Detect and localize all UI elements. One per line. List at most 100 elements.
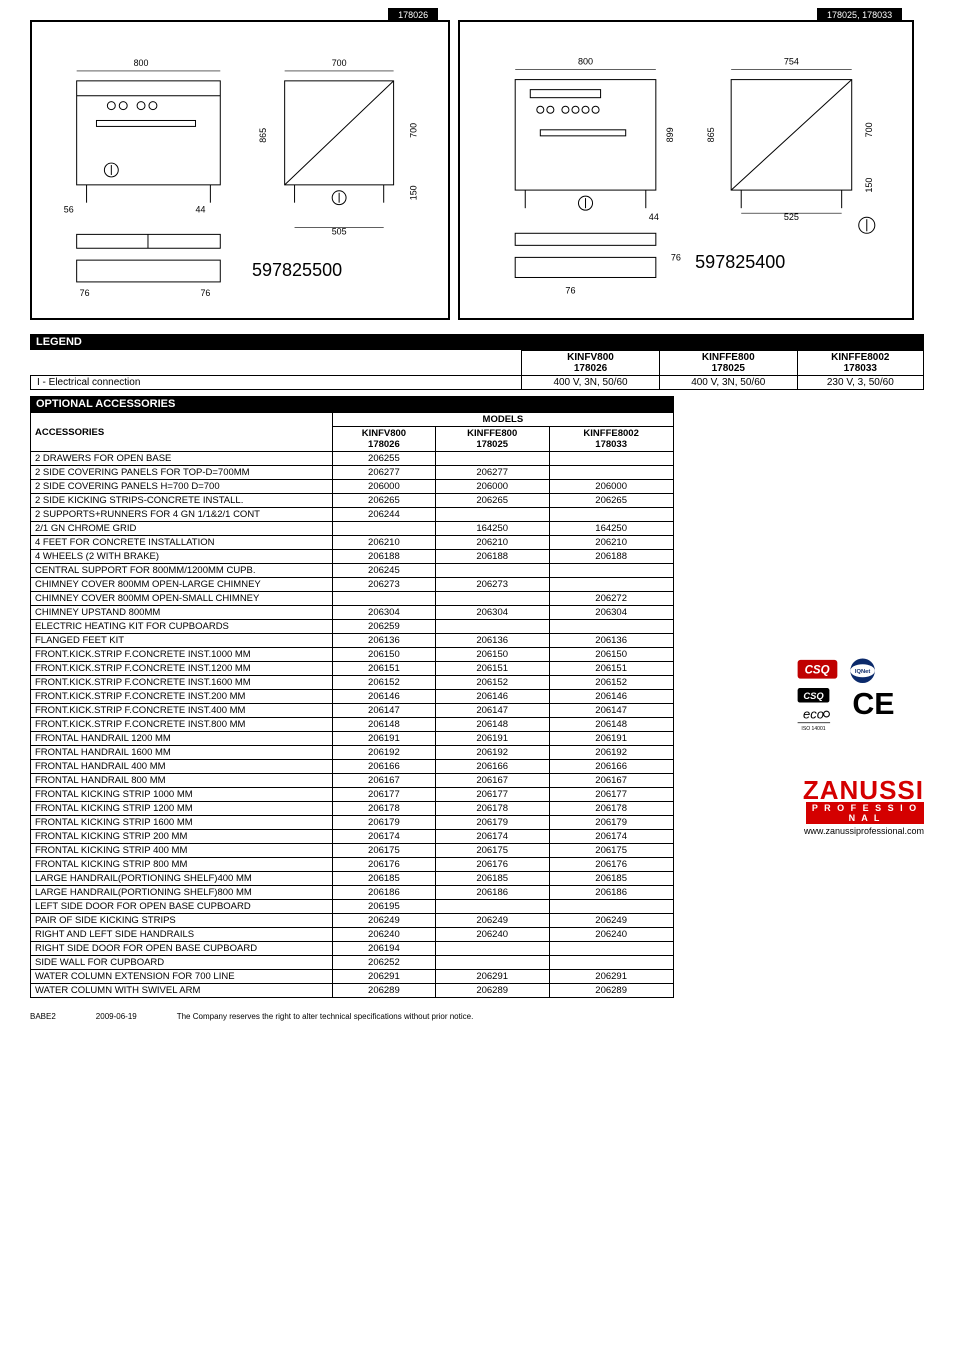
acc-value-cell: 206147 bbox=[435, 704, 549, 718]
acc-value-cell bbox=[435, 592, 549, 606]
svg-text:700: 700 bbox=[332, 58, 347, 68]
acc-value-cell: 206265 bbox=[435, 494, 549, 508]
acc-value-cell bbox=[435, 564, 549, 578]
acc-name-cell: FLANGED FEET KIT bbox=[31, 634, 333, 648]
acc-value-cell: 206210 bbox=[435, 536, 549, 550]
table-row: FRONT.KICK.STRIP F.CONCRETE INST.200 MM2… bbox=[31, 690, 674, 704]
acc-value-cell: 206151 bbox=[435, 662, 549, 676]
acc-value-cell: 206150 bbox=[549, 648, 673, 662]
acc-value-cell: 206252 bbox=[333, 956, 436, 970]
drawing-panel-right: 178025, 178033 800 899 44 bbox=[458, 20, 914, 320]
svg-text:CE: CE bbox=[852, 688, 894, 721]
table-row: CENTRAL SUPPORT FOR 800MM/1200MM CUPB.20… bbox=[31, 564, 674, 578]
part-no-right: 597825400 bbox=[695, 252, 785, 273]
acc-value-cell: 206186 bbox=[333, 886, 436, 900]
acc-name-cell: CHIMNEY COVER 800MM OPEN-LARGE CHIMNEY bbox=[31, 578, 333, 592]
table-row: SIDE WALL FOR CUPBOARD206252 bbox=[31, 956, 674, 970]
legend-col-2: KINFFE8002 178033 bbox=[797, 351, 923, 376]
acc-value-cell: 206240 bbox=[549, 928, 673, 942]
acc-value-cell: 206249 bbox=[435, 914, 549, 928]
acc-name-cell: 4 WHEELS (2 WITH BRAKE) bbox=[31, 550, 333, 564]
acc-value-cell: 206179 bbox=[333, 816, 436, 830]
table-row: 2/1 GN CHROME GRID164250164250 bbox=[31, 522, 674, 536]
table-row: RIGHT SIDE DOOR FOR OPEN BASE CUPBOARD20… bbox=[31, 942, 674, 956]
acc-name-cell: FRONT.KICK.STRIP F.CONCRETE INST.400 MM bbox=[31, 704, 333, 718]
acc-value-cell: 206210 bbox=[549, 536, 673, 550]
svg-text:700: 700 bbox=[408, 123, 418, 138]
acc-value-cell: 206185 bbox=[549, 872, 673, 886]
acc-name-cell: FRONTAL KICKING STRIP 1200 MM bbox=[31, 802, 333, 816]
svg-text:76: 76 bbox=[566, 286, 576, 296]
acc-name-cell: RIGHT AND LEFT SIDE HANDRAILS bbox=[31, 928, 333, 942]
table-row: FRONTAL KICKING STRIP 400 MM206175206175… bbox=[31, 844, 674, 858]
table-row: LEFT SIDE DOOR FOR OPEN BASE CUPBOARD206… bbox=[31, 900, 674, 914]
acc-col-0: KINFV800 178026 bbox=[333, 427, 436, 452]
acc-value-cell: 206186 bbox=[549, 886, 673, 900]
acc-value-cell bbox=[549, 564, 673, 578]
acc-name-cell: LARGE HANDRAIL(PORTIONING SHELF)800 MM bbox=[31, 886, 333, 900]
acc-value-cell: 206277 bbox=[333, 466, 436, 480]
acc-name-cell: CHIMNEY UPSTAND 800MM bbox=[31, 606, 333, 620]
brand-block: ZANUSSI P R O F E S S I O N A L www.zanu… bbox=[803, 779, 924, 836]
acc-name-cell: WATER COLUMN EXTENSION FOR 700 LINE bbox=[31, 970, 333, 984]
svg-text:505: 505 bbox=[332, 226, 347, 236]
acc-value-cell bbox=[549, 620, 673, 634]
acc-value-cell: 206136 bbox=[435, 634, 549, 648]
drawing-right-svg: 800 899 44 754 865 700 150 525 bbox=[470, 32, 902, 308]
table-row: 2 SIDE COVERING PANELS H=700 D=700206000… bbox=[31, 480, 674, 494]
acc-value-cell: 206176 bbox=[435, 858, 549, 872]
legend-col-0: KINFV800 178026 bbox=[522, 351, 660, 376]
table-row: 2 DRAWERS FOR OPEN BASE206255 bbox=[31, 452, 674, 466]
acc-col-2: KINFFE8002 178033 bbox=[549, 427, 673, 452]
acc-value-cell: 206277 bbox=[435, 466, 549, 480]
svg-text:865: 865 bbox=[706, 127, 716, 142]
acc-name-cell: FRONTAL KICKING STRIP 800 MM bbox=[31, 858, 333, 872]
acc-value-cell: 206176 bbox=[549, 858, 673, 872]
legend-section: LEGEND KINFV800 178026 KINFFE800 178025 … bbox=[30, 334, 924, 390]
svg-text:865: 865 bbox=[258, 128, 268, 143]
acc-value-cell bbox=[333, 592, 436, 606]
acc-value-cell: 206304 bbox=[333, 606, 436, 620]
svg-text:CSQ: CSQ bbox=[803, 691, 824, 701]
acc-value-cell: 206167 bbox=[435, 774, 549, 788]
acc-value-cell: 206304 bbox=[549, 606, 673, 620]
legend-cell: 400 V, 3N, 50/60 bbox=[659, 376, 797, 390]
legend-cell: 230 V, 3, 50/60 bbox=[797, 376, 923, 390]
table-row: WATER COLUMN WITH SWIVEL ARM206289206289… bbox=[31, 984, 674, 998]
acc-value-cell: 206176 bbox=[333, 858, 436, 872]
acc-name-cell: ELECTRIC HEATING KIT FOR CUPBOARDS bbox=[31, 620, 333, 634]
acc-value-cell: 206210 bbox=[333, 536, 436, 550]
acc-value-cell: 206192 bbox=[435, 746, 549, 760]
acc-value-cell: 206146 bbox=[549, 690, 673, 704]
table-row: FRONTAL KICKING STRIP 1000 MM20617720617… bbox=[31, 788, 674, 802]
legend-row: I - Electrical connection400 V, 3N, 50/6… bbox=[31, 376, 924, 390]
legend-col-1: KINFFE800 178025 bbox=[659, 351, 797, 376]
table-row: FRONTAL HANDRAIL 400 MM20616620616620616… bbox=[31, 760, 674, 774]
brand-logo: ZANUSSI bbox=[803, 779, 924, 802]
acc-value-cell bbox=[333, 522, 436, 536]
acc-value-cell: 206289 bbox=[435, 984, 549, 998]
acc-value-cell: 206192 bbox=[333, 746, 436, 760]
svg-text:899: 899 bbox=[665, 127, 675, 142]
lower-area: OPTIONAL ACCESSORIES ACCESSORIES MODELS … bbox=[30, 396, 924, 998]
acc-value-cell: 206136 bbox=[333, 634, 436, 648]
acc-value-cell: 206240 bbox=[333, 928, 436, 942]
acc-value-cell: 206194 bbox=[333, 942, 436, 956]
acc-col-1: KINFFE800 178025 bbox=[435, 427, 549, 452]
acc-value-cell: 206146 bbox=[333, 690, 436, 704]
table-row: FRONT.KICK.STRIP F.CONCRETE INST.800 MM2… bbox=[31, 718, 674, 732]
svg-text:76: 76 bbox=[80, 288, 90, 298]
acc-name-cell: FRONT.KICK.STRIP F.CONCRETE INST.1600 MM bbox=[31, 676, 333, 690]
table-row: PAIR OF SIDE KICKING STRIPS2062492062492… bbox=[31, 914, 674, 928]
acc-value-cell: 206249 bbox=[549, 914, 673, 928]
acc-value-cell: 206000 bbox=[435, 480, 549, 494]
acc-value-cell bbox=[435, 452, 549, 466]
table-row: LARGE HANDRAIL(PORTIONING SHELF)400 MM20… bbox=[31, 872, 674, 886]
acc-value-cell: 206150 bbox=[435, 648, 549, 662]
panel-tab-left: 178026 bbox=[388, 8, 438, 22]
acc-value-cell: 206175 bbox=[333, 844, 436, 858]
table-row: CHIMNEY COVER 800MM OPEN-LARGE CHIMNEY20… bbox=[31, 578, 674, 592]
acc-name-cell: RIGHT SIDE DOOR FOR OPEN BASE CUPBOARD bbox=[31, 942, 333, 956]
acc-value-cell: 206148 bbox=[333, 718, 436, 732]
acc-name-cell: 4 FEET FOR CONCRETE INSTALLATION bbox=[31, 536, 333, 550]
